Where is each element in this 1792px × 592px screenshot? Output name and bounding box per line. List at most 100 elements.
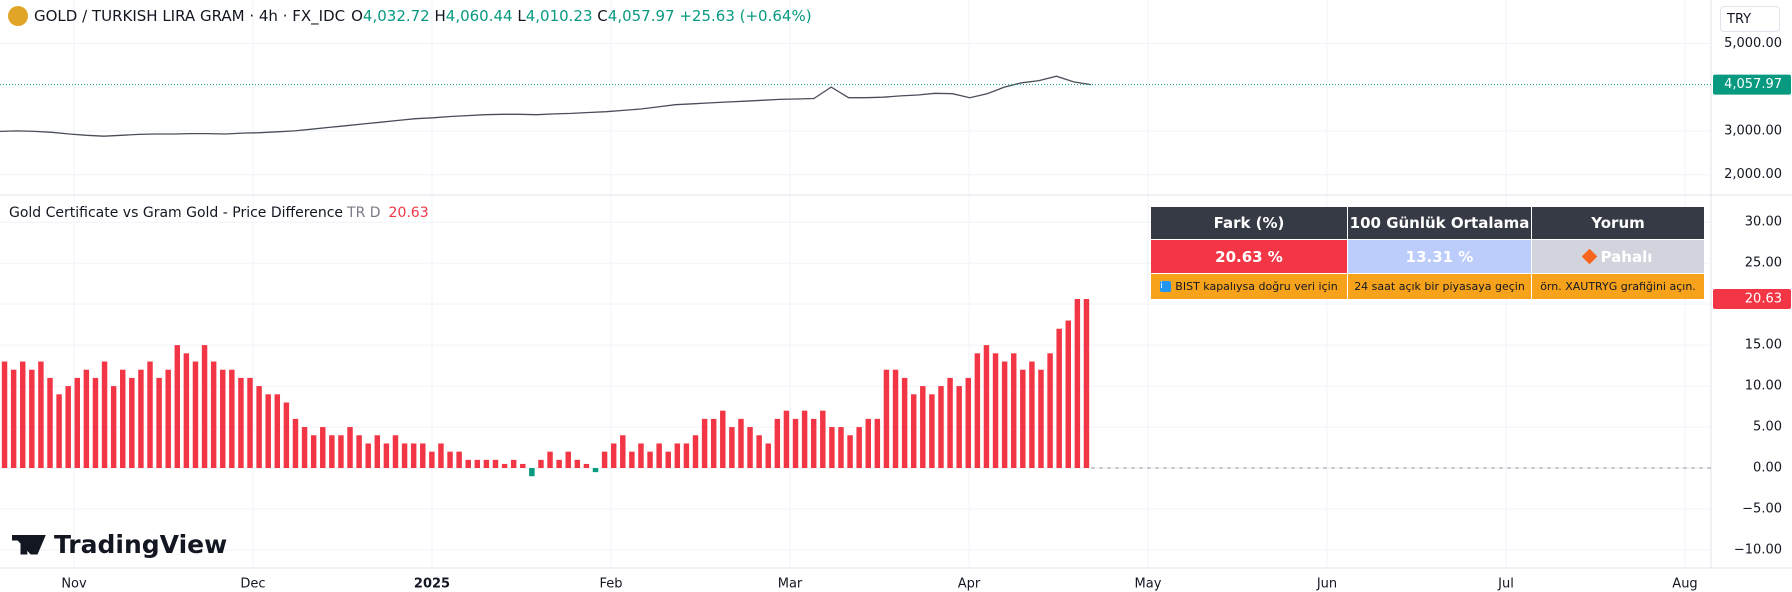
bar (229, 369, 235, 469)
bar (801, 410, 808, 469)
price-line (0, 75, 1092, 137)
symbol-name[interactable]: GOLD / TURKISH LIRA GRAM · 4h · FX_IDC (34, 7, 346, 25)
bar (547, 451, 553, 469)
bar (256, 386, 262, 469)
table-header: Yorum (1532, 207, 1704, 239)
bar (10, 369, 17, 469)
time-label: 2025 (414, 577, 450, 592)
time-label: Mar (778, 577, 803, 592)
last-value-box (1713, 288, 1791, 309)
bar (74, 377, 81, 469)
bar (992, 353, 999, 469)
bar (310, 435, 317, 469)
y-tick-label: 15.00 (1745, 338, 1782, 353)
bar (965, 377, 971, 469)
bar (701, 418, 708, 469)
indicator-value: 20.63 (388, 205, 429, 221)
bar (674, 443, 681, 469)
bar (692, 435, 699, 469)
bar (738, 418, 744, 469)
table-cell: 20.63 % (1151, 240, 1347, 273)
bar (883, 369, 890, 469)
y-tick-label: 5.00 (1753, 420, 1782, 435)
bar (929, 394, 935, 469)
bar (638, 443, 644, 469)
bar (510, 459, 517, 469)
ohlc-label: C (597, 7, 608, 25)
bar (810, 418, 817, 469)
bar (438, 443, 444, 469)
bar (456, 451, 462, 469)
bar (601, 451, 608, 469)
table-note: i BIST kapalıysa doğru veri için (1151, 274, 1347, 299)
y-tick-label: 10.00 (1745, 379, 1782, 394)
bar (720, 410, 726, 469)
bar (1038, 369, 1044, 469)
time-label: May (1135, 577, 1162, 592)
bar (956, 386, 962, 469)
bar (420, 443, 426, 469)
bar (938, 386, 944, 469)
bar (1029, 361, 1035, 469)
currency-button[interactable]: TRY (1720, 6, 1780, 32)
logo[interactable]: TradingView (12, 530, 227, 559)
bar (429, 451, 435, 469)
bar (38, 361, 44, 469)
bar (283, 402, 290, 469)
last-price-label: 4,057.97 (1724, 77, 1782, 92)
diamond-icon (1581, 248, 1597, 265)
bar (1001, 361, 1008, 469)
bar (92, 377, 99, 469)
bar (947, 377, 953, 469)
logo-icon (12, 534, 46, 555)
bar (583, 463, 590, 469)
bar (56, 394, 62, 469)
bar (174, 345, 181, 469)
y-tick-label: 25.00 (1745, 256, 1782, 271)
bar (410, 443, 417, 469)
bar (1047, 353, 1053, 469)
bar (483, 459, 490, 469)
ohlc-value: 4,060.44 (445, 7, 513, 25)
bar (910, 394, 917, 469)
bar (747, 427, 753, 469)
info-icon: i (1160, 281, 1172, 292)
bar (265, 394, 271, 469)
bar (156, 377, 162, 469)
table-cell: Pahalı (1532, 240, 1704, 273)
bar (756, 435, 762, 469)
last-value-label: 20.63 (1745, 291, 1782, 306)
bar (147, 361, 153, 469)
bar (983, 345, 990, 469)
bar (383, 443, 390, 469)
bar (1010, 353, 1017, 469)
bar (1065, 320, 1071, 469)
bar (365, 443, 371, 469)
time-label: Apr (958, 577, 981, 592)
bar (710, 418, 717, 469)
bar (838, 427, 844, 469)
bar (29, 369, 35, 469)
table-cell-text: Pahalı (1600, 247, 1653, 266)
bar (210, 361, 217, 469)
logo-text: TradingView (54, 530, 228, 559)
bar (829, 427, 835, 469)
bar (974, 353, 981, 469)
indicator-title[interactable]: Gold Certificate vs Gram Gold - Price Di… (9, 205, 344, 221)
bar (192, 361, 199, 469)
bar (847, 435, 853, 469)
ohlc: O4,032.72 H4,060.44 L4,010.23 C4,057.97 … (351, 7, 811, 25)
bar (183, 353, 190, 469)
bar (774, 418, 781, 469)
bar (647, 451, 653, 469)
y-tick-label: 0.00 (1753, 461, 1782, 476)
bar (610, 443, 617, 469)
bar (856, 427, 862, 469)
bar (1, 361, 8, 469)
bar (765, 443, 771, 469)
time-label: Aug (1672, 577, 1697, 592)
bar (1056, 328, 1062, 469)
bar (565, 451, 571, 469)
